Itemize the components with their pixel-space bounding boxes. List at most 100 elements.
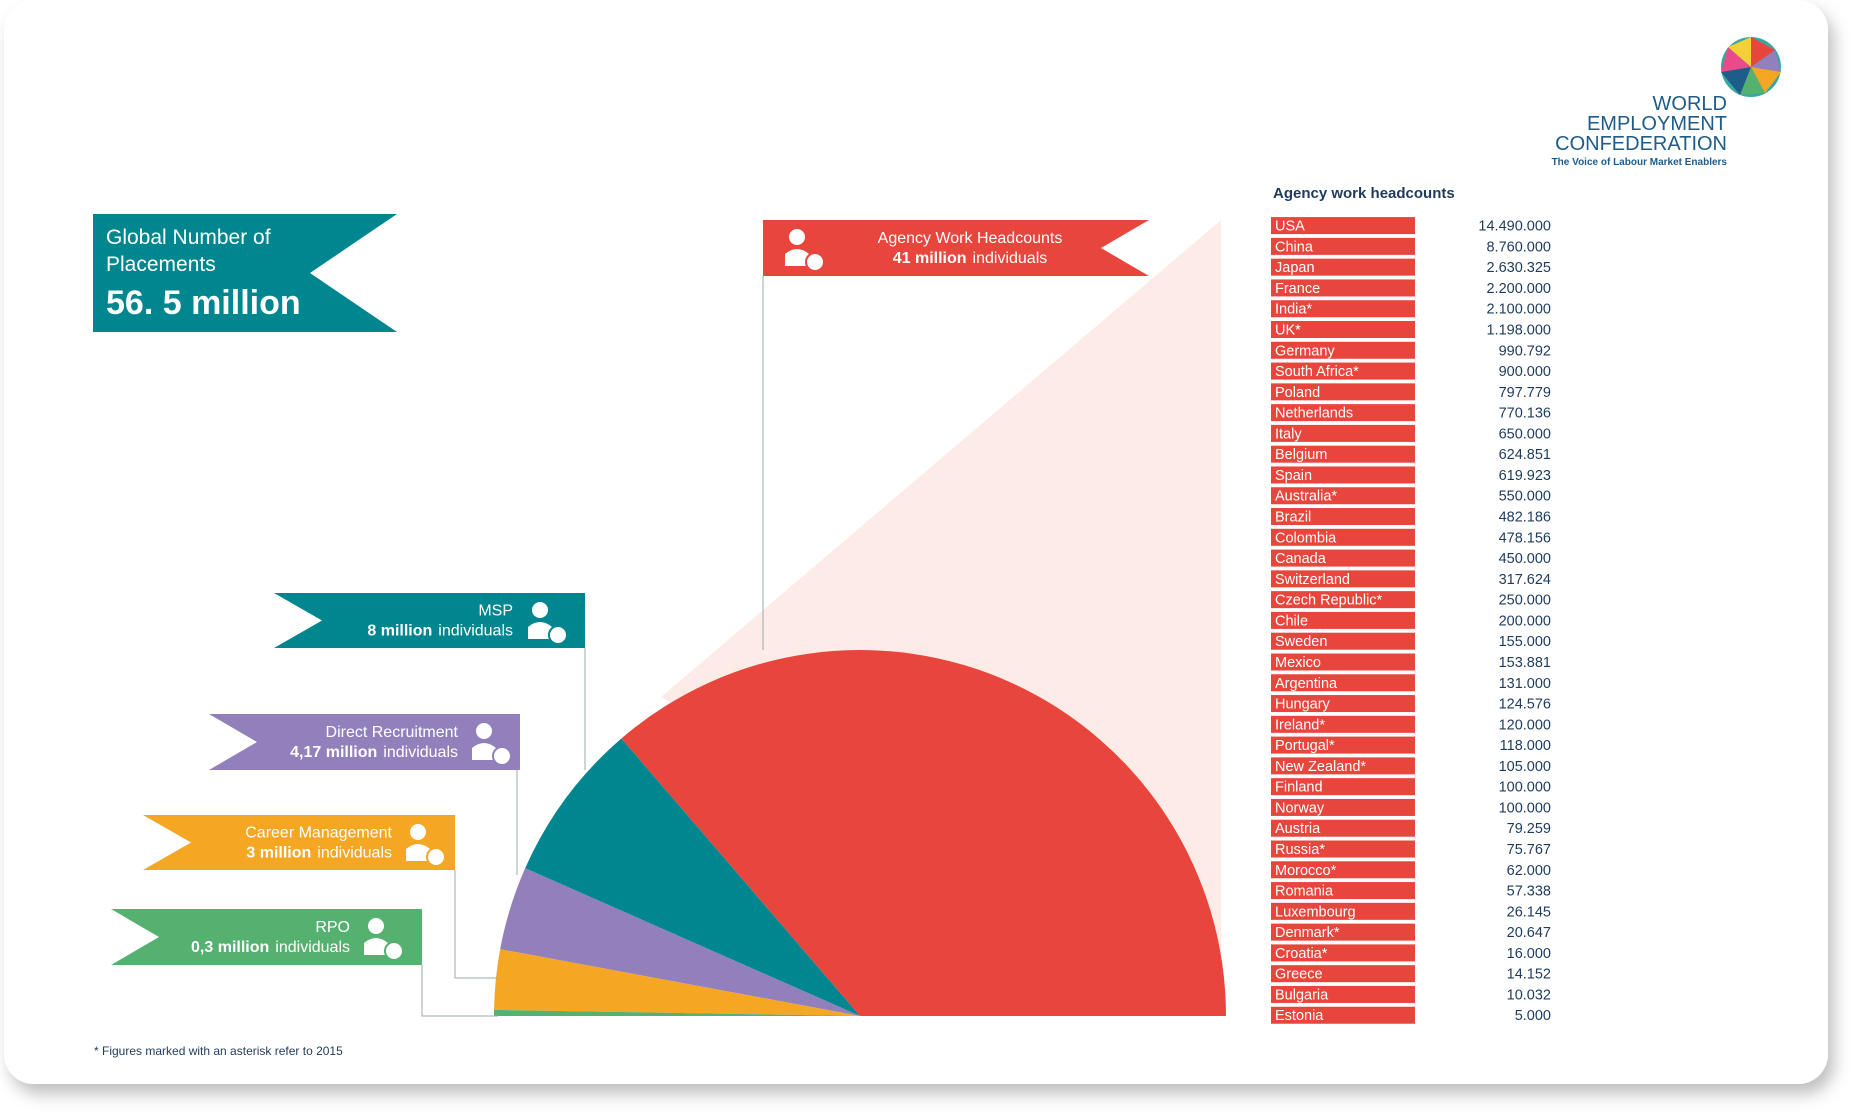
table-cell	[1271, 591, 1415, 609]
banner-title: Agency Work Headcounts	[878, 230, 1063, 247]
table-cell	[1271, 321, 1415, 338]
table-cell	[1271, 882, 1415, 900]
table-cell	[1271, 445, 1415, 463]
country: Russia*	[1275, 842, 1325, 858]
table-cell	[1271, 944, 1415, 962]
country: India*	[1275, 302, 1312, 318]
table-cell	[1271, 736, 1415, 754]
country: China	[1275, 239, 1314, 255]
headcount: 317.624	[1499, 572, 1551, 588]
headcount: 5.000	[1515, 1008, 1551, 1024]
summary-total: 56. 5 million	[106, 284, 301, 322]
logo	[1721, 37, 1781, 97]
icon	[785, 249, 809, 266]
headcount: 2.200.000	[1486, 281, 1551, 297]
pie	[494, 650, 1226, 1016]
headcount: 8.760.000	[1486, 239, 1551, 255]
table-cell	[1271, 279, 1415, 297]
headcount: 62.000	[1507, 863, 1551, 879]
table-cell	[1271, 840, 1415, 858]
headcount: 75.767	[1507, 842, 1551, 858]
banner	[763, 220, 1149, 276]
table-cell	[1271, 237, 1415, 255]
unit-label: individuals	[317, 845, 392, 862]
headcount: 770.136	[1499, 406, 1551, 422]
banners: Agency Work Headcounts 41 million individu…	[111, 220, 1149, 1017]
pie-slice	[500, 868, 860, 1016]
headcount: 155.000	[1499, 634, 1551, 650]
pie-slice	[494, 949, 860, 1016]
icon	[476, 723, 492, 739]
banner-title: Career Management	[245, 825, 392, 842]
table-cell	[1271, 923, 1415, 941]
pie-slice	[525, 738, 860, 1016]
summary-banner	[93, 214, 397, 332]
icon	[528, 622, 552, 639]
logo-text: EMPLOYMENT	[1587, 113, 1727, 135]
table-cell	[1271, 985, 1415, 1003]
country: Sweden	[1275, 634, 1327, 650]
country: Italy	[1275, 426, 1302, 442]
unit-label: individuals	[275, 939, 350, 956]
table-cell	[1271, 861, 1415, 879]
country: Netherlands	[1275, 406, 1353, 422]
icon	[805, 252, 825, 272]
headcount: 131.000	[1499, 676, 1551, 692]
table-cell	[1271, 404, 1415, 422]
table-cell	[1271, 570, 1415, 588]
icon	[789, 229, 805, 245]
icon	[364, 938, 388, 955]
banner	[111, 909, 422, 965]
country: Chile	[1275, 613, 1308, 629]
banner	[274, 593, 585, 648]
table-cell	[1271, 508, 1415, 526]
headcount: 10.032	[1507, 987, 1551, 1003]
icon	[410, 824, 426, 840]
table-cell	[1271, 819, 1415, 837]
headcount: 2.630.325	[1486, 260, 1551, 276]
headcount: 624.851	[1499, 447, 1551, 463]
unit-label: individuals	[973, 250, 1048, 267]
country: Japan	[1275, 260, 1315, 276]
country: Mexico	[1275, 655, 1321, 671]
logo-text: WORLD	[1653, 93, 1727, 115]
summary-title: Global Number of Placements	[106, 226, 271, 276]
table-cell	[1271, 217, 1415, 235]
table-cell	[1271, 258, 1415, 276]
country: UK*	[1275, 323, 1301, 339]
table-cell	[1271, 757, 1415, 775]
headcount: 200.000	[1499, 613, 1551, 629]
headcount: 482.186	[1499, 510, 1551, 526]
icon	[406, 844, 430, 861]
headcount: 26.145	[1507, 904, 1551, 920]
headcount: 900.000	[1499, 364, 1551, 380]
country: Morocco*	[1275, 863, 1337, 879]
headcount: 797.779	[1499, 385, 1551, 401]
table-cell	[1271, 383, 1415, 401]
table-cell	[1271, 965, 1415, 983]
country: Germany	[1275, 343, 1335, 359]
table: USA 14.490.000 China 8.760.000 Japan 2.630.32…	[1271, 217, 1551, 1024]
country: Australia*	[1275, 489, 1337, 505]
headcount: 478.156	[1499, 530, 1551, 546]
table-cell	[1271, 632, 1415, 650]
country: Luxembourg	[1275, 904, 1356, 920]
icon	[532, 602, 548, 618]
headcount: 16.000	[1507, 946, 1551, 962]
country: Estonia	[1275, 1008, 1324, 1024]
table-cell	[1271, 902, 1415, 920]
country: USA	[1275, 219, 1305, 235]
table-cell	[1271, 549, 1415, 567]
value-label: 0,3 million	[191, 939, 269, 956]
country: Brazil	[1275, 510, 1311, 526]
headcount: 20.647	[1507, 925, 1551, 941]
icon	[426, 847, 446, 867]
country: Croatia*	[1275, 946, 1328, 962]
table-cell	[1271, 695, 1415, 713]
banner-title: RPO	[315, 919, 350, 936]
icon	[368, 918, 384, 934]
country: Colombia	[1275, 530, 1337, 546]
headcount: 100.000	[1499, 800, 1551, 816]
